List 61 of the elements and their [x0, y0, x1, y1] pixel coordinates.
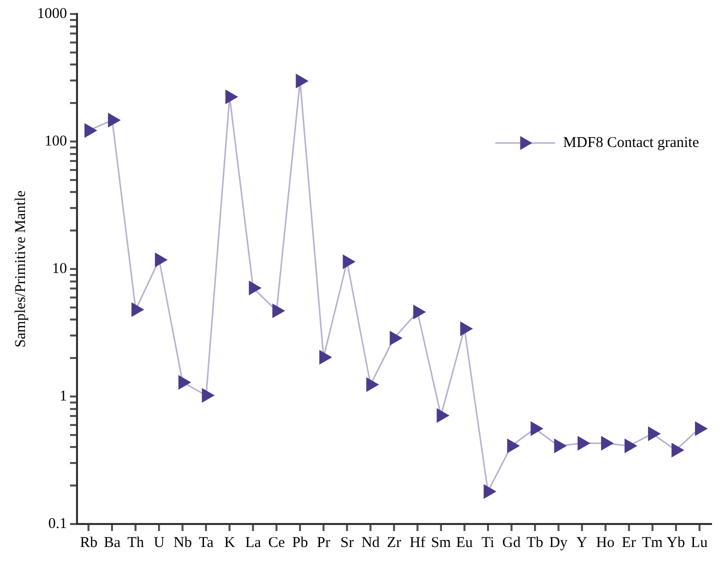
point [178, 376, 190, 390]
point [484, 484, 496, 498]
x-tick-label: U [154, 534, 165, 551]
x-tick-label: Th [127, 534, 145, 551]
point [601, 436, 614, 450]
point [225, 90, 238, 104]
x-tick-label: Ta [198, 534, 214, 551]
legend-label: MDF8 Contact granite [563, 134, 700, 151]
x-tick-label: Zr [386, 534, 402, 551]
x-tick-label: Rb [80, 534, 98, 551]
x-tick-label: Er [622, 534, 636, 551]
point [578, 436, 590, 450]
x-tick-label: Yb [666, 534, 685, 551]
x-tick-label: Pb [292, 534, 308, 551]
y-tick-label: 100 [44, 133, 67, 150]
x-tick-label: Dy [549, 534, 568, 551]
x-tick-label: Tm [642, 534, 664, 551]
y-tick-label: 10 [52, 260, 67, 277]
x-tick-label: Tb [526, 534, 544, 551]
x-tick-label: Nd [361, 534, 380, 551]
x-tick-label: Ti [482, 534, 494, 551]
x-tick-label: La [245, 534, 262, 551]
x-tick-label: K [224, 534, 236, 551]
x-tick-label: Hf [410, 534, 426, 551]
point [319, 350, 332, 364]
point [154, 253, 167, 267]
x-tick-label: Y [576, 534, 588, 551]
point [554, 439, 566, 453]
point [413, 305, 426, 319]
x-tick-label: Pr [316, 534, 330, 551]
point [507, 439, 520, 453]
x-tick-label: Lu [690, 534, 708, 551]
point [436, 408, 449, 422]
point [648, 426, 660, 441]
point [272, 304, 284, 318]
point [366, 378, 378, 392]
x-tick-label: Nb [173, 534, 192, 551]
point [84, 124, 96, 138]
point [131, 302, 144, 316]
point [248, 281, 261, 295]
point [695, 422, 708, 436]
point [530, 422, 543, 436]
y-tick-label: 1 [60, 388, 67, 404]
point [390, 331, 402, 345]
point [108, 113, 120, 127]
x-tick-label: Ba [104, 534, 121, 551]
y-axis-title: Samples/Primitive Mantle [12, 190, 29, 348]
point [624, 439, 637, 453]
y-tick-label: 1000 [37, 6, 67, 22]
x-tick-label: Sm [430, 534, 452, 551]
point [296, 74, 308, 88]
y-tick-label: 0.1 [48, 516, 67, 532]
point [202, 388, 214, 402]
point [460, 322, 472, 336]
x-tick-label: Gd [502, 534, 522, 551]
x-tick-label: Ce [268, 534, 286, 551]
x-tick-label: Ho [596, 534, 615, 551]
x-tick-label: Eu [456, 534, 474, 551]
x-tick-label: Sr [340, 534, 354, 551]
point [342, 254, 355, 269]
point [672, 443, 684, 457]
